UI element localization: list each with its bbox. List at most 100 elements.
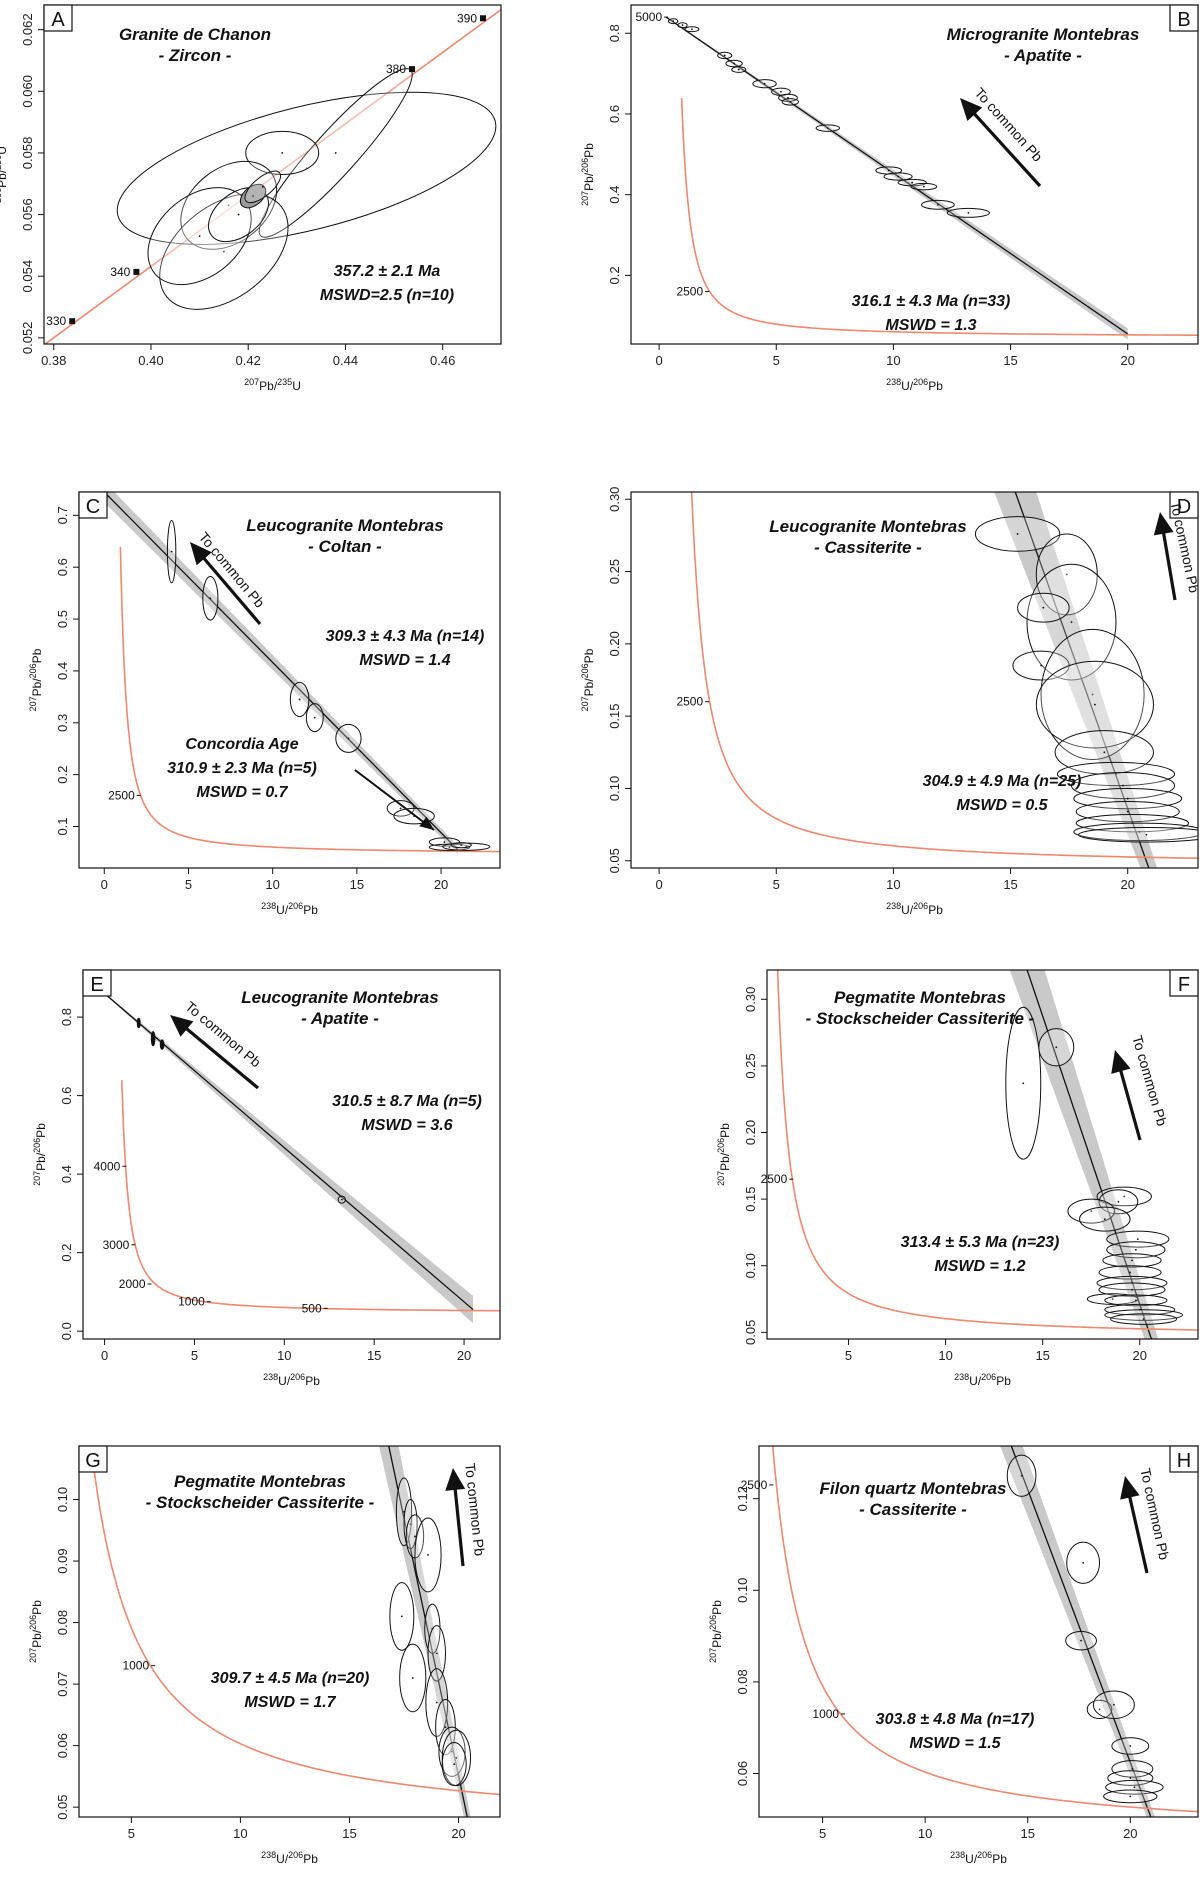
ellipse-center-dot [1145, 833, 1148, 836]
x-tick-label: 5 [773, 877, 780, 892]
x-tick-label: 5 [185, 877, 192, 892]
y-axis-label-superscript: 206 [0, 188, 3, 203]
y-axis-label-part: Pb [34, 1123, 48, 1138]
x-tick-label: 20 [1120, 877, 1134, 892]
ellipse-center-dot [237, 213, 240, 216]
x-tick-label: 10 [886, 877, 900, 892]
y-axis-label-superscript: 206 [32, 1138, 42, 1153]
plot-area [776, 970, 1198, 1339]
ellipse-center-dot [1112, 1703, 1115, 1706]
x-tick-label: 0.44 [333, 353, 358, 368]
y-axis-label-superscript: 207 [708, 1648, 718, 1663]
ellipse-center-dot [152, 1037, 154, 1040]
age-annotation: 316.1 ± 4.3 Ma (n=33) [852, 293, 1011, 310]
ellipse-center-dot [826, 127, 829, 129]
x-axis-label-part: Pb [303, 1852, 318, 1866]
x-axis-label: 207Pb/235U [244, 377, 301, 393]
y-tick-label: 0.20 [607, 631, 622, 656]
ellipse-center-dot [222, 250, 225, 253]
x-axis-label-superscript: 238 [261, 901, 276, 911]
age-label: 2500 [741, 1478, 768, 1492]
ellipse-center-dot [1055, 1046, 1058, 1049]
y-axis-label: 207Pb/206Pb [32, 1123, 48, 1186]
x-axis-label-superscript: 206 [288, 1850, 303, 1860]
common-pb-arrow [1116, 1061, 1142, 1141]
panel-letter: E [90, 974, 103, 996]
y-tick-label: 0.05 [607, 848, 622, 873]
ellipse-center-dot [1082, 1561, 1085, 1564]
y-tick-label: 0.05 [55, 1794, 70, 1819]
y-tick-label: 0.25 [607, 559, 622, 584]
ellipse-center-dot [340, 1198, 343, 1201]
y-axis-label-superscript: 207 [716, 1171, 726, 1186]
y-tick-label: 0.062 [20, 13, 35, 46]
x-axis-label: 238U/206Pb [950, 1850, 1007, 1866]
y-axis-label: 207Pb/206Pb [580, 143, 596, 206]
y-axis-label-part: Pb/ [30, 678, 44, 697]
ellipse-center-dot [448, 846, 451, 849]
age-annotation: MSWD = 1.7 [244, 1694, 336, 1711]
x-tick-label: 15 [350, 877, 364, 892]
x-tick-label: 5 [845, 1348, 852, 1363]
y-tick-label: 0.10 [607, 776, 622, 801]
panel-letter-box [1169, 1445, 1199, 1473]
x-tick-label: 20 [434, 877, 448, 892]
ellipse-center-dot [137, 1022, 140, 1024]
x-tick-label: 5 [191, 1348, 198, 1363]
y-axis-label-superscript: 206 [580, 663, 590, 678]
ellipse-center-dot [1042, 606, 1045, 609]
age-mark [133, 268, 140, 275]
data-ellipses [166, 520, 491, 851]
ellipse-center-dot [1103, 751, 1106, 754]
regression-band [666, 16, 1128, 340]
regression-line [1014, 492, 1150, 868]
y-axis-label-superscript: 207 [580, 191, 590, 206]
panel-title: - Zircon - [159, 46, 232, 65]
y-tick-label: 0.0 [59, 1322, 74, 1340]
ellipse-center-dot [789, 100, 792, 103]
y-tick-label: 0.6 [55, 558, 70, 576]
x-axis-label-part: U/ [276, 1852, 289, 1866]
panel-letter: B [1177, 9, 1190, 31]
age-annotation: MSWD = 1.2 [934, 1258, 1025, 1275]
age-mark [409, 66, 416, 73]
x-axis-label-superscript: 207 [244, 377, 259, 387]
y-axis-label-superscript: 206 [580, 158, 590, 173]
x-axis-label: 238U/206Pb [954, 1372, 1011, 1388]
concordia-curve [90, 1446, 500, 1796]
x-axis-label-part: Pb [928, 379, 943, 393]
ellipse-center-dot [261, 185, 264, 188]
regression-line [388, 1446, 468, 1817]
y-tick-label: 0.25 [743, 1053, 758, 1078]
x-tick-label: 20 [1123, 1826, 1137, 1841]
common-pb-arrow [452, 1479, 465, 1567]
x-axis-label-part: Pb/ [259, 379, 278, 393]
ellipse-center-dot [1131, 1259, 1133, 1262]
panel-letter-box [1169, 969, 1199, 997]
age-label: 2500 [761, 1172, 788, 1186]
panel-letter-box [82, 969, 112, 997]
common-pb-arrowhead [1111, 1050, 1131, 1074]
x-tick-label: 0 [655, 877, 662, 892]
x-axis-label: 238U/206Pb [263, 1372, 320, 1388]
common-pb-arrowhead [170, 1015, 194, 1037]
ellipse-center-dot [1129, 1777, 1132, 1779]
panel-letter-box [43, 4, 73, 32]
x-axis-label-part: U/ [276, 903, 289, 917]
x-tick-label: 0.46 [430, 353, 455, 368]
y-tick-label: 0.12 [735, 1486, 750, 1511]
plot-frame [78, 491, 501, 869]
ellipse-center-dot [1136, 1238, 1139, 1240]
y-tick-label: 0.7 [55, 506, 70, 524]
x-axis-label-superscript: 238 [261, 1850, 276, 1860]
ellipse-center-dot [1134, 1299, 1137, 1302]
y-axis-label-part: Pb/ [30, 1629, 44, 1648]
age-annotation: MSWD=2.5 (n=10) [320, 287, 454, 304]
concordia-curve [776, 970, 1198, 1331]
x-tick-label: 10 [265, 877, 279, 892]
data-ellipses [389, 1477, 472, 1787]
plot-area [104, 992, 500, 1324]
ellipse-center-dot [1131, 1288, 1133, 1291]
x-axis-label-superscript: 238 [263, 1372, 278, 1382]
concordia-curve [121, 1080, 500, 1312]
